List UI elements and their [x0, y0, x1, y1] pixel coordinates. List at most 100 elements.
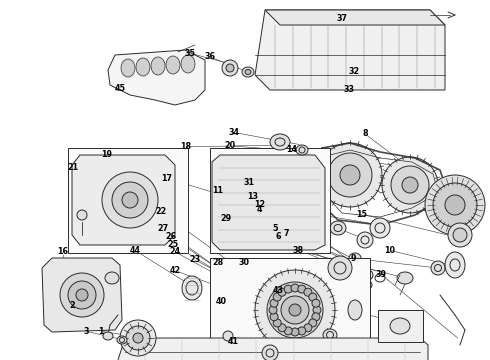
Text: 35: 35 [185, 49, 196, 58]
Text: 6: 6 [275, 233, 281, 242]
Circle shape [363, 270, 373, 280]
Text: 36: 36 [204, 53, 215, 62]
Ellipse shape [278, 288, 286, 296]
Circle shape [433, 183, 477, 227]
Text: 28: 28 [213, 258, 223, 266]
Text: 12: 12 [254, 200, 265, 209]
Text: 2: 2 [70, 301, 75, 310]
Circle shape [262, 345, 278, 360]
Circle shape [267, 282, 323, 338]
Ellipse shape [284, 327, 292, 335]
Text: 41: 41 [227, 337, 238, 346]
Ellipse shape [269, 306, 277, 314]
Text: 31: 31 [244, 179, 254, 188]
Circle shape [328, 153, 372, 197]
Polygon shape [118, 338, 428, 360]
Bar [378, 310, 423, 342]
Ellipse shape [273, 319, 281, 327]
Circle shape [448, 223, 472, 247]
Circle shape [445, 195, 465, 215]
Circle shape [126, 326, 150, 350]
Text: 40: 40 [216, 297, 227, 306]
Ellipse shape [291, 284, 299, 292]
Text: 13: 13 [247, 192, 258, 201]
Ellipse shape [298, 285, 306, 293]
Circle shape [102, 172, 158, 228]
Ellipse shape [166, 56, 180, 74]
Polygon shape [255, 10, 445, 90]
Text: 10: 10 [384, 246, 395, 255]
Ellipse shape [296, 145, 308, 155]
Circle shape [318, 143, 382, 207]
Circle shape [340, 165, 360, 185]
Circle shape [122, 192, 138, 208]
Ellipse shape [182, 276, 202, 300]
Text: 23: 23 [190, 256, 200, 264]
Text: 27: 27 [157, 224, 168, 233]
Bar [68, 148, 188, 253]
Ellipse shape [309, 319, 317, 327]
Polygon shape [72, 155, 175, 245]
Text: 4: 4 [257, 205, 263, 214]
Ellipse shape [309, 293, 317, 301]
Circle shape [364, 281, 372, 289]
Ellipse shape [312, 313, 320, 321]
Text: 32: 32 [348, 67, 359, 76]
Text: 43: 43 [273, 287, 284, 295]
Circle shape [431, 261, 445, 275]
Circle shape [60, 273, 104, 317]
Text: 42: 42 [170, 266, 181, 275]
Ellipse shape [284, 285, 292, 293]
Polygon shape [42, 258, 122, 332]
Circle shape [370, 218, 390, 238]
Polygon shape [212, 155, 325, 250]
Text: 25: 25 [167, 240, 178, 249]
Circle shape [289, 304, 301, 316]
Circle shape [402, 177, 418, 193]
Ellipse shape [242, 67, 254, 77]
Text: 38: 38 [293, 246, 303, 255]
Ellipse shape [105, 272, 119, 284]
Text: 34: 34 [229, 128, 240, 137]
Text: 8: 8 [362, 130, 368, 139]
Circle shape [328, 256, 352, 280]
Ellipse shape [298, 327, 306, 335]
Circle shape [223, 331, 233, 341]
Circle shape [77, 210, 87, 220]
Text: 17: 17 [161, 174, 172, 183]
Ellipse shape [313, 306, 321, 314]
Ellipse shape [181, 55, 195, 73]
Ellipse shape [270, 299, 278, 307]
Circle shape [391, 166, 429, 204]
Circle shape [76, 289, 88, 301]
Text: 11: 11 [213, 186, 223, 195]
Ellipse shape [312, 299, 320, 307]
Text: 19: 19 [101, 150, 112, 158]
Ellipse shape [117, 336, 127, 344]
Text: 1: 1 [98, 327, 103, 336]
Text: 39: 39 [376, 270, 387, 279]
Text: 9: 9 [351, 254, 357, 263]
Text: 5: 5 [272, 224, 278, 233]
Ellipse shape [278, 324, 286, 332]
Circle shape [222, 60, 238, 76]
Text: 20: 20 [225, 141, 236, 150]
Text: 14: 14 [286, 145, 297, 154]
Text: 18: 18 [180, 143, 191, 152]
Circle shape [68, 281, 96, 309]
Text: 22: 22 [155, 207, 166, 216]
Text: 15: 15 [356, 210, 367, 219]
Ellipse shape [323, 329, 337, 341]
Ellipse shape [397, 272, 413, 284]
Circle shape [382, 157, 438, 213]
Circle shape [133, 333, 143, 343]
Ellipse shape [291, 328, 299, 336]
Text: 7: 7 [284, 229, 290, 238]
Ellipse shape [245, 69, 251, 75]
Circle shape [281, 296, 309, 324]
Circle shape [120, 320, 156, 356]
Ellipse shape [445, 252, 465, 278]
Ellipse shape [348, 300, 362, 320]
Ellipse shape [103, 332, 113, 340]
Text: 37: 37 [337, 14, 347, 23]
